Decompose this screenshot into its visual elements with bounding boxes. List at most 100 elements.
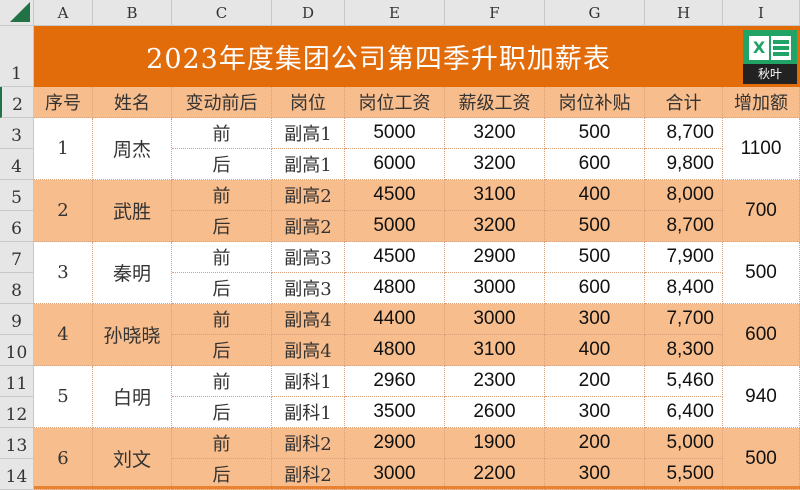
cell-name[interactable]: 孙晓晓 bbox=[93, 304, 172, 366]
cell-grade-wage[interactable]: 2600 bbox=[445, 397, 545, 428]
cell-change[interactable]: 前 bbox=[172, 118, 272, 149]
cell-post-wage[interactable]: 4800 bbox=[345, 335, 445, 366]
row-header-14[interactable]: 14 bbox=[0, 459, 34, 490]
cell-no[interactable]: 2 bbox=[34, 180, 93, 242]
cell-post[interactable]: 副科2 bbox=[272, 428, 345, 459]
row-header-13[interactable]: 13 bbox=[0, 428, 34, 459]
header-cell-name[interactable]: 姓名 bbox=[93, 87, 172, 118]
column-header-a[interactable]: A bbox=[34, 0, 93, 26]
cell-total[interactable]: 5,460 bbox=[645, 366, 723, 397]
cell-increase[interactable]: 600 bbox=[723, 304, 800, 366]
row-header-11[interactable]: 11 bbox=[0, 366, 34, 397]
cell-post-wage[interactable]: 4800 bbox=[345, 273, 445, 304]
cell-name[interactable]: 周杰 bbox=[93, 118, 172, 180]
row-header-7[interactable]: 7 bbox=[0, 242, 34, 273]
cell-total[interactable]: 9,800 bbox=[645, 149, 723, 180]
column-header-b[interactable]: B bbox=[93, 0, 172, 26]
header-cell-no[interactable]: 序号 bbox=[34, 87, 93, 118]
cell-grade-wage[interactable]: 3000 bbox=[445, 304, 545, 335]
cell-post[interactable]: 副高1 bbox=[272, 149, 345, 180]
cell-grade-wage[interactable]: 2300 bbox=[445, 366, 545, 397]
select-all-corner[interactable] bbox=[0, 0, 34, 26]
column-header-e[interactable]: E bbox=[345, 0, 445, 26]
cell-total[interactable]: 8,000 bbox=[645, 180, 723, 211]
cell-post[interactable]: 副科1 bbox=[272, 397, 345, 428]
cell-grade-wage[interactable]: 3100 bbox=[445, 180, 545, 211]
cell-grade-wage[interactable]: 3200 bbox=[445, 211, 545, 242]
cell-post[interactable]: 副高3 bbox=[272, 273, 345, 304]
cell-grade-wage[interactable]: 1900 bbox=[445, 428, 545, 459]
cell-total[interactable]: 7,900 bbox=[645, 242, 723, 273]
cell-post-wage[interactable]: 2960 bbox=[345, 366, 445, 397]
cell-allowance[interactable]: 200 bbox=[545, 366, 645, 397]
cell-total[interactable]: 8,400 bbox=[645, 273, 723, 304]
cell-allowance[interactable]: 300 bbox=[545, 304, 645, 335]
cell-grade-wage[interactable]: 3200 bbox=[445, 118, 545, 149]
cell-total[interactable]: 8,300 bbox=[645, 335, 723, 366]
cell-allowance[interactable]: 500 bbox=[545, 242, 645, 273]
cell-post-wage[interactable]: 5000 bbox=[345, 211, 445, 242]
cell-post-wage[interactable]: 3500 bbox=[345, 397, 445, 428]
cell-no[interactable]: 5 bbox=[34, 366, 93, 428]
cell-post[interactable]: 副高1 bbox=[272, 118, 345, 149]
cell-allowance[interactable]: 600 bbox=[545, 149, 645, 180]
header-cell-grade-wage[interactable]: 薪级工资 bbox=[445, 87, 545, 118]
cell-change[interactable]: 后 bbox=[172, 397, 272, 428]
cell-allowance[interactable]: 300 bbox=[545, 397, 645, 428]
cell-total[interactable]: 5,000 bbox=[645, 428, 723, 459]
cell-allowance[interactable]: 400 bbox=[545, 335, 645, 366]
cell-name[interactable]: 刘文 bbox=[93, 428, 172, 490]
cell-change[interactable]: 前 bbox=[172, 366, 272, 397]
cell-post-wage[interactable]: 2900 bbox=[345, 428, 445, 459]
cell-grade-wage[interactable]: 3100 bbox=[445, 335, 545, 366]
cell-total[interactable]: 8,700 bbox=[645, 118, 723, 149]
cell-change[interactable]: 后 bbox=[172, 335, 272, 366]
cell-change[interactable]: 后 bbox=[172, 211, 272, 242]
header-cell-post[interactable]: 岗位 bbox=[272, 87, 345, 118]
cell-grade-wage[interactable]: 3000 bbox=[445, 273, 545, 304]
cell-change[interactable]: 前 bbox=[172, 180, 272, 211]
row-header-12[interactable]: 12 bbox=[0, 397, 34, 428]
header-cell-increase[interactable]: 增加额 bbox=[723, 87, 800, 118]
cell-post-wage[interactable]: 6000 bbox=[345, 149, 445, 180]
cell-allowance[interactable]: 400 bbox=[545, 180, 645, 211]
cell-post[interactable]: 副高2 bbox=[272, 211, 345, 242]
row-header-3[interactable]: 3 bbox=[0, 118, 34, 149]
cell-no[interactable]: 3 bbox=[34, 242, 93, 304]
cell-post[interactable]: 副高4 bbox=[272, 304, 345, 335]
cell-increase[interactable]: 1100 bbox=[723, 118, 800, 180]
cell-change[interactable]: 前 bbox=[172, 242, 272, 273]
cell-allowance[interactable]: 500 bbox=[545, 118, 645, 149]
cell-total[interactable]: 8,700 bbox=[645, 211, 723, 242]
cell-total[interactable]: 7,700 bbox=[645, 304, 723, 335]
cell-post-wage[interactable]: 4400 bbox=[345, 304, 445, 335]
header-cell-allowance[interactable]: 岗位补贴 bbox=[545, 87, 645, 118]
cell-grade-wage[interactable]: 3200 bbox=[445, 149, 545, 180]
cell-post[interactable]: 副科1 bbox=[272, 366, 345, 397]
cell-change[interactable]: 后 bbox=[172, 273, 272, 304]
cell-post-wage[interactable]: 4500 bbox=[345, 242, 445, 273]
cell-grade-wage[interactable]: 2900 bbox=[445, 242, 545, 273]
cell-change[interactable]: 前 bbox=[172, 428, 272, 459]
row-header-1[interactable]: 1 bbox=[0, 26, 34, 87]
header-cell-total[interactable]: 合计 bbox=[645, 87, 723, 118]
cell-increase[interactable]: 700 bbox=[723, 180, 800, 242]
cell-total[interactable]: 6,400 bbox=[645, 397, 723, 428]
row-header-10[interactable]: 10 bbox=[0, 335, 34, 366]
row-header-5[interactable]: 5 bbox=[0, 180, 34, 211]
cell-post-wage[interactable]: 4500 bbox=[345, 180, 445, 211]
cell-name[interactable]: 白明 bbox=[93, 366, 172, 428]
cell-increase[interactable]: 500 bbox=[723, 242, 800, 304]
row-header-8[interactable]: 8 bbox=[0, 273, 34, 304]
column-header-c[interactable]: C bbox=[172, 0, 272, 26]
cell-increase[interactable]: 500 bbox=[723, 428, 800, 490]
cell-change[interactable]: 前 bbox=[172, 304, 272, 335]
header-cell-post-wage[interactable]: 岗位工资 bbox=[345, 87, 445, 118]
cell-post-wage[interactable]: 5000 bbox=[345, 118, 445, 149]
header-cell-change[interactable]: 变动前后 bbox=[172, 87, 272, 118]
cell-name[interactable]: 秦明 bbox=[93, 242, 172, 304]
cell-allowance[interactable]: 200 bbox=[545, 428, 645, 459]
cell-no[interactable]: 4 bbox=[34, 304, 93, 366]
cell-name[interactable]: 武胜 bbox=[93, 180, 172, 242]
cell-no[interactable]: 6 bbox=[34, 428, 93, 490]
